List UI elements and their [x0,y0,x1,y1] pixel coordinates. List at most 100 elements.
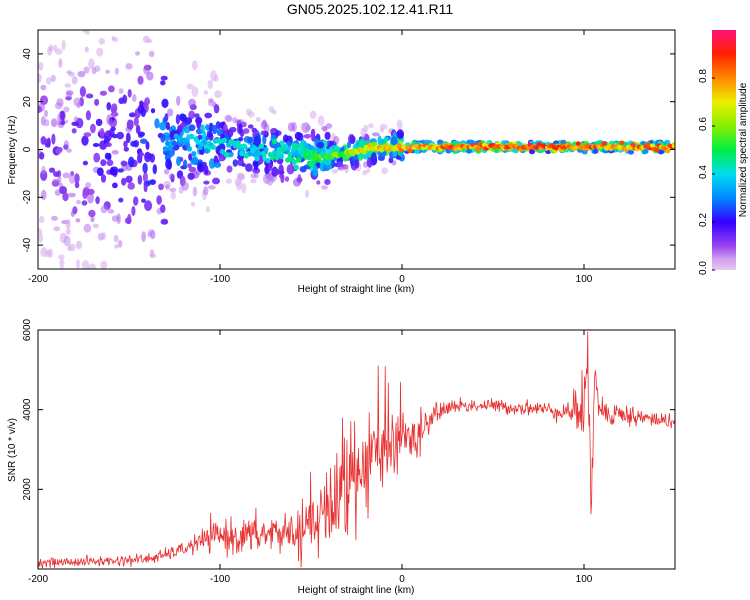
spectrogram-blob [46,288,52,295]
spectrogram-blob [177,124,183,134]
colorbar-tick-label: 0.4 [698,165,709,179]
spectrogram-blob [107,119,115,124]
spectrogram-blob [164,168,170,175]
spectrogram-blob [210,70,218,82]
spectrogram-blob [204,165,209,175]
spectrogram-blob [236,172,245,179]
spectrogram-blob [252,167,261,174]
spectrogram-blob [82,30,88,33]
spectrogram-blob [388,157,394,164]
spectrogram-blob [81,260,90,269]
spectrogram-core-cell [453,146,459,152]
spectrogram-blob [134,51,141,56]
spectrogram-blob [64,280,72,287]
spectrogram-blob [88,263,97,269]
spectrogram-blob [146,38,153,44]
spectrogram-blob [267,161,273,172]
spectrogram-blob [101,232,107,240]
spectrogram-blob [120,280,126,288]
spectrogram-blob [55,147,63,155]
spectrogram-blob [212,124,218,135]
spectrogram-core-cell [219,148,225,155]
spectrogram-blob [128,293,134,302]
spectrogram-blob [96,167,104,176]
spectrogram-blob [316,141,325,149]
snr-x-ticks: -200 -100 0 100 [28,330,593,585]
spectrogram-blob [128,112,137,118]
spectrogram-blob [58,254,65,260]
spectrogram-blob [187,172,195,180]
spectrogram-blob [280,174,285,184]
spectrogram-blob [66,245,72,251]
spectrogram-blob [160,204,166,213]
spectrogram-blob [87,192,94,204]
spectrogram-blob [63,140,70,151]
spectrogram-blob [238,136,244,142]
spectrogram-core-cell [665,148,671,154]
spectrogram-blob [303,134,312,139]
spectrogram-blob [396,129,405,139]
spectrogram-blob [114,67,120,75]
spectrogram-blob [82,160,88,166]
spectrogram-blob [90,216,95,223]
spectrogram-y-tick-label: 40 [22,48,33,60]
spectrogram-blob [103,2,111,13]
spectrogram-blob [186,119,191,126]
spectrogram-blob [121,177,127,186]
spectrogram-core-cell [221,137,227,144]
spectrogram-blob [241,162,246,167]
spectrogram-blob [147,232,152,238]
spectrogram-blob [245,163,253,172]
spectrogram-blob [76,259,81,269]
spectrogram-blob [66,148,72,153]
spectrogram-blob [143,182,148,193]
spectrogram-blob [234,177,242,187]
spectrogram-blob [160,218,169,225]
spectrogram-core-cell [239,150,245,157]
spectrogram-blob [322,159,331,165]
snr-y-tick-label: 2000 [22,478,33,501]
spectrogram-blob [104,130,112,142]
spectrogram-blob [160,133,166,143]
spectrogram-core-cell [165,140,171,147]
spectrogram-blob [73,97,82,107]
spectrogram-blob [262,119,267,128]
spectrogram-blob [247,124,254,129]
spectrogram-y-tick-label: -40 [22,237,33,252]
spectrogram-blob [68,192,76,198]
spectrogram-core-cell [649,143,656,148]
spectrogram-blob [128,156,135,168]
spectrogram-blob [176,95,181,106]
spectrogram-blob [159,121,167,131]
spectrogram-blob [180,114,187,122]
spectrogram-blob [414,149,421,154]
spectrogram-blob [592,148,599,154]
spectrogram-blob [160,80,166,86]
spectrogram-blob [144,151,152,163]
spectrogram-blob [51,118,58,128]
spectrogram-core-cell [630,142,636,147]
spectrogram-blob [344,164,349,174]
spectrogram-blob [242,128,250,134]
spectrogram-blob [45,249,52,258]
spectrogram-blob [161,98,169,109]
spectrogram-blob [188,153,193,161]
spectrogram-blob [118,88,124,94]
snr-x-tick-label: 0 [399,574,405,585]
spectrogram-blob [81,135,89,146]
spectrogram-blob [83,223,92,233]
spectrogram-blob [99,127,105,139]
spectrogram-blob [223,124,228,131]
spectrogram-blob [57,367,62,377]
spectrogram-blob [138,131,146,137]
spectrogram-x-tick-label: 0 [399,274,405,285]
spectrogram-core-cell [263,146,269,153]
colorbar-ticks: 0.0 0.2 0.4 0.6 0.8 [698,69,715,275]
spectrogram-blob [54,48,63,55]
spectrogram-blob [40,95,48,105]
spectrogram-blob [187,163,192,168]
spectrogram-blob [360,127,367,138]
spectrogram-blob [390,136,398,146]
spectrogram-blob [65,96,72,101]
